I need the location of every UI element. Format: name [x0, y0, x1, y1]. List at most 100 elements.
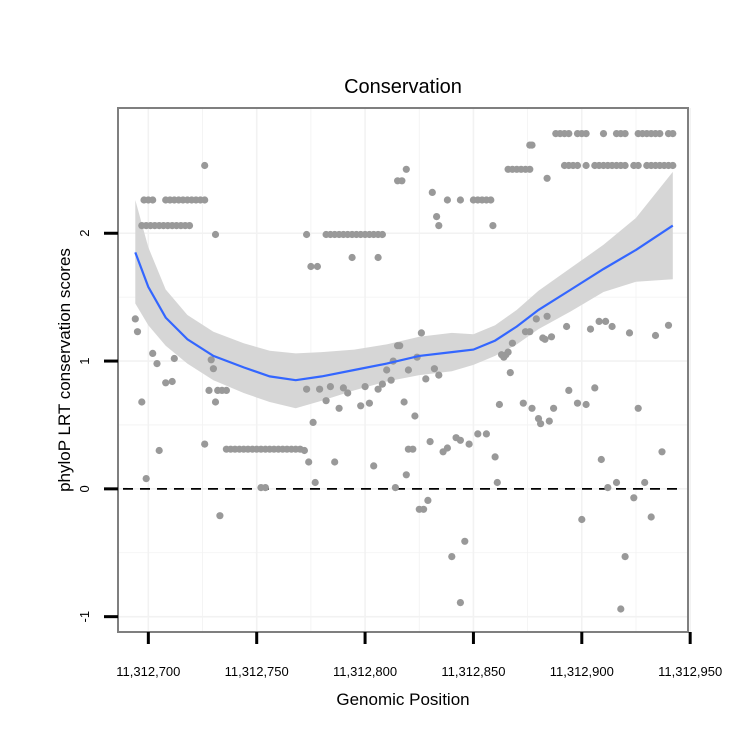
data-point [378, 380, 386, 388]
data-point [543, 174, 551, 182]
data-point [149, 349, 157, 357]
data-point [526, 328, 534, 336]
data-point [430, 365, 438, 373]
data-point [565, 130, 573, 138]
data-point [448, 553, 456, 561]
data-point [201, 196, 209, 204]
y-tick-label: -1 [77, 611, 92, 623]
data-point [411, 412, 419, 420]
plot-frame [117, 107, 689, 633]
smooth-line [134, 224, 674, 382]
data-point [487, 196, 495, 204]
data-point [185, 222, 194, 230]
data-point [435, 371, 443, 379]
data-point [578, 515, 586, 524]
data-point [426, 438, 434, 446]
data-point [491, 453, 499, 461]
data-points-layer [131, 130, 677, 613]
data-point [582, 130, 590, 138]
data-point [658, 448, 666, 456]
data-point [316, 385, 324, 393]
data-point [170, 354, 178, 363]
data-point [398, 177, 406, 185]
x-tick-label: 11,312,900 [550, 664, 614, 679]
data-point [641, 478, 649, 487]
data-point [528, 141, 536, 149]
data-point [348, 253, 356, 262]
data-point [311, 478, 319, 487]
data-point [621, 161, 629, 170]
data-point [326, 383, 334, 391]
data-point [634, 404, 642, 412]
data-point [303, 385, 311, 393]
data-point [168, 377, 176, 386]
data-point [664, 321, 673, 329]
data-point [669, 161, 677, 170]
y-tick-label: 1 [77, 357, 92, 364]
data-point [647, 513, 655, 521]
data-point [465, 440, 473, 448]
x-axis-label: Genomic Position [336, 690, 469, 709]
y-axis-label: phyloP LRT conservation scores [55, 248, 74, 492]
chart-title: Conservation [344, 76, 462, 98]
data-point [528, 404, 536, 412]
data-point [300, 446, 308, 455]
data-point [422, 375, 430, 383]
data-point [201, 161, 209, 170]
data-point [309, 418, 317, 426]
data-point [621, 130, 629, 138]
data-point [545, 417, 553, 425]
data-point [506, 369, 514, 377]
data-point [162, 379, 170, 387]
data-point [597, 455, 605, 464]
data-point [357, 402, 365, 410]
data-point [519, 399, 527, 407]
smooth-line-layer [134, 224, 674, 382]
data-point [131, 315, 139, 323]
data-point [482, 430, 490, 438]
data-point [595, 317, 603, 325]
data-point [565, 386, 573, 394]
data-point [526, 165, 534, 173]
data-point [361, 383, 369, 391]
data-point [474, 430, 482, 438]
data-point [532, 315, 540, 323]
data-point [621, 553, 629, 561]
data-point [586, 325, 595, 333]
data-point [612, 478, 621, 487]
data-point [155, 446, 163, 455]
data-point [456, 196, 464, 204]
x-tick-label: 11,312,800 [333, 664, 397, 679]
x-tick-label: 11,312,850 [441, 664, 505, 679]
data-point [344, 389, 352, 397]
data-point [149, 196, 157, 204]
data-point [400, 398, 408, 406]
plot-panel [117, 107, 691, 633]
data-point [582, 161, 590, 170]
data-point [563, 322, 571, 331]
data-point [417, 329, 425, 337]
data-point [617, 605, 625, 613]
data-point [307, 262, 315, 271]
data-point [387, 376, 395, 384]
data-point [331, 458, 339, 466]
data-point [591, 384, 599, 392]
data-point [493, 478, 501, 487]
data-point [142, 475, 150, 483]
data-point [433, 213, 441, 221]
data-point [209, 365, 217, 373]
data-point [669, 130, 677, 138]
data-point [211, 398, 220, 406]
data-point [138, 398, 146, 406]
data-point [396, 342, 404, 350]
data-point [547, 333, 556, 341]
data-point [573, 399, 582, 407]
y-axis-ticks: -1 0 1 2 [77, 230, 118, 623]
data-point [303, 230, 311, 239]
y-tick-label: 0 [77, 485, 92, 492]
data-point [305, 458, 313, 466]
data-point [153, 360, 161, 368]
data-point [201, 440, 209, 448]
data-point [541, 335, 549, 343]
